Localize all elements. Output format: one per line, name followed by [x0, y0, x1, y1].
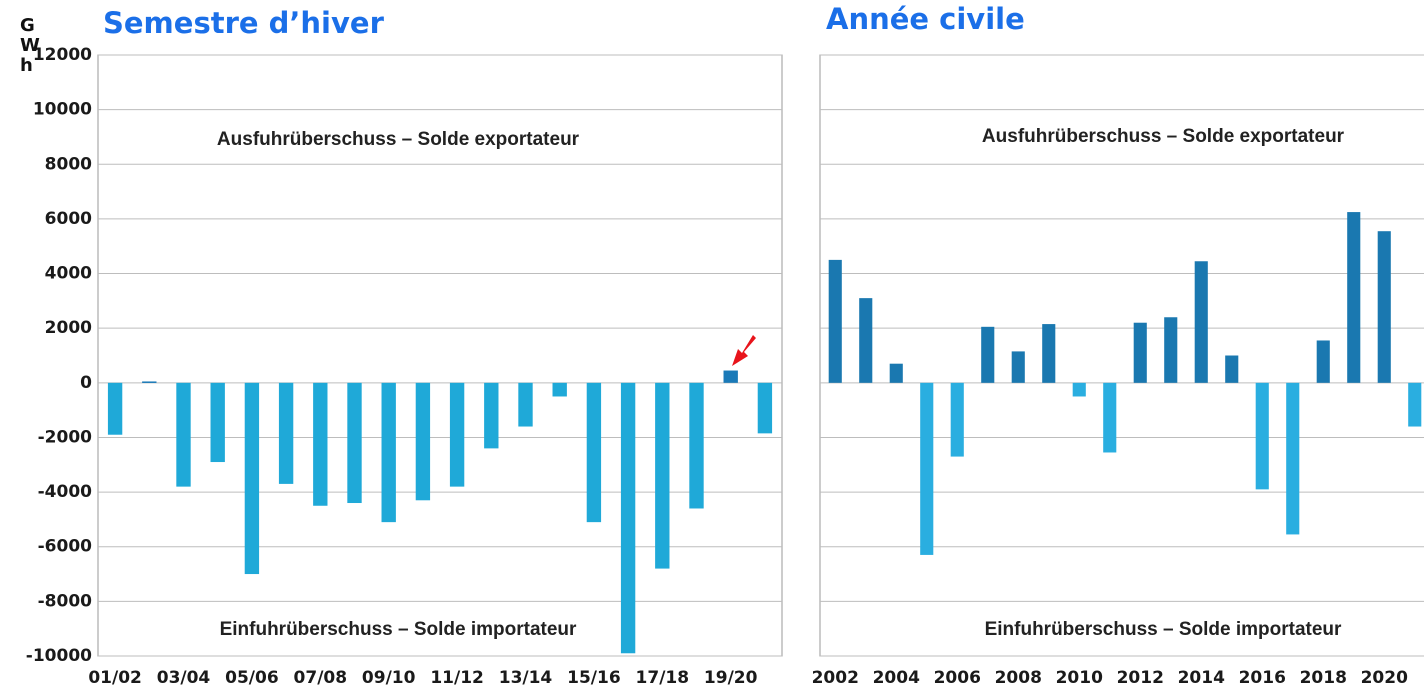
y-tick-label: -4000 [38, 482, 93, 502]
bar [1072, 382, 1086, 397]
bar [1255, 382, 1269, 490]
bar [449, 382, 465, 487]
x-tick-label: 2018 [1300, 668, 1347, 688]
bar [889, 363, 903, 383]
y-tick-label: 12000 [33, 45, 92, 65]
bar [244, 382, 260, 575]
chart-title: Semestre d’hiver [103, 6, 385, 40]
x-tick-label: 2016 [1239, 668, 1286, 688]
x-tick-label: 2014 [1178, 668, 1225, 688]
y-tick-label: 6000 [45, 209, 92, 229]
bar [381, 382, 396, 523]
bar [689, 382, 704, 509]
bar [210, 382, 225, 463]
x-tick-label: 2010 [1056, 668, 1103, 688]
bar [828, 259, 842, 383]
y-tick-label: 2000 [45, 318, 92, 338]
y-tick-label: 8000 [45, 154, 92, 174]
bar [586, 382, 602, 523]
bar [655, 382, 670, 569]
x-tick-label: 2008 [995, 668, 1042, 688]
bar [1194, 261, 1208, 383]
x-tick-label: 2012 [1117, 668, 1164, 688]
bar [415, 382, 431, 501]
bar [107, 382, 123, 435]
x-tick-label: 01/02 [88, 668, 142, 688]
bar [1377, 231, 1391, 383]
y-tick-label: -6000 [38, 537, 93, 557]
x-tick-label: 03/04 [157, 668, 211, 688]
bar [1164, 317, 1178, 383]
bar [1103, 382, 1117, 453]
y-tick-label: -2000 [38, 427, 93, 447]
bar [313, 382, 328, 506]
y-tick-label: -10000 [26, 646, 92, 666]
bar [981, 326, 995, 383]
y-tick-label: 4000 [45, 264, 92, 284]
bar [620, 382, 636, 654]
y-tick-label: 0 [80, 373, 92, 393]
bar [757, 382, 773, 434]
x-tick-label: 17/18 [636, 668, 690, 688]
bar [1011, 351, 1025, 383]
annotation: Ausfuhrüberschuss – Solde exportateur [982, 126, 1345, 147]
x-tick-label: 2002 [812, 668, 859, 688]
x-tick-label: 2006 [934, 668, 981, 688]
x-tick-label: 2020 [1361, 668, 1408, 688]
x-tick-label: 07/08 [294, 668, 348, 688]
bar [347, 382, 362, 504]
bar [1347, 212, 1361, 383]
bar [1133, 322, 1147, 383]
y-axis-label: GWh [20, 15, 40, 76]
bar [920, 382, 934, 555]
x-tick-label: 15/16 [567, 668, 621, 688]
bar [1042, 324, 1056, 383]
y-tick-label: -8000 [38, 591, 93, 611]
x-tick-label: 13/14 [499, 668, 553, 688]
bar [278, 382, 294, 484]
bar [176, 382, 191, 487]
chart-title: Année civile [826, 2, 1025, 36]
bar [1408, 382, 1422, 427]
bar [142, 381, 157, 383]
bar [552, 382, 567, 397]
y-tick-label: 10000 [33, 100, 92, 120]
bar [859, 298, 873, 383]
bar [484, 382, 499, 449]
x-tick-label: 2004 [873, 668, 920, 688]
red-arrow [732, 335, 756, 366]
annotation: Einfuhrüberschuss – Solde importateur [985, 619, 1342, 640]
bar [723, 370, 738, 383]
annotation: Ausfuhrüberschuss – Solde exportateur [217, 129, 580, 150]
bar [518, 382, 533, 427]
bar [1316, 340, 1330, 383]
bar [950, 382, 964, 457]
bar [1286, 382, 1300, 535]
x-tick-label: 19/20 [704, 668, 758, 688]
x-tick-label: 09/10 [362, 668, 416, 688]
x-tick-label: 05/06 [225, 668, 279, 688]
bar [1225, 355, 1239, 383]
annotation: Einfuhrüberschuss – Solde importateur [220, 619, 577, 640]
x-tick-label: 11/12 [430, 668, 484, 688]
